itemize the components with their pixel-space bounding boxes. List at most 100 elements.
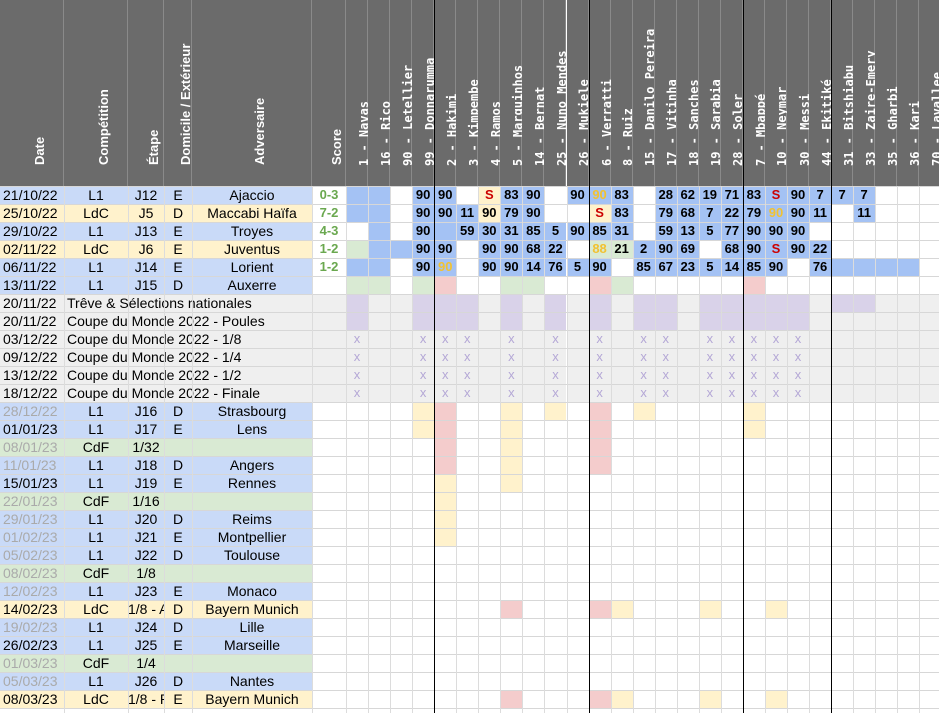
player-cell[interactable] (787, 546, 809, 564)
row-score[interactable] (312, 474, 346, 492)
player-cell[interactable] (610, 330, 633, 348)
player-cell[interactable] (346, 564, 368, 582)
player-header[interactable]: 7 - Mbappé (742, 0, 768, 186)
row-score[interactable]: 0-3 (312, 186, 346, 204)
player-cell[interactable] (610, 384, 633, 402)
player-cell[interactable] (500, 636, 522, 654)
player-cell[interactable] (522, 654, 544, 672)
player-cell[interactable] (743, 510, 765, 528)
player-cell[interactable]: 90 (566, 186, 589, 204)
player-cell[interactable]: x (742, 348, 765, 366)
player-cell[interactable] (897, 528, 919, 546)
row-adversaire[interactable]: Nantes (192, 672, 312, 690)
row-date[interactable]: 14/02/23 (0, 600, 64, 618)
player-cell[interactable]: x (434, 330, 457, 348)
player-cell[interactable] (434, 474, 457, 492)
player-cell[interactable] (809, 222, 831, 240)
row-score[interactable] (312, 492, 346, 510)
row-score[interactable]: 1-2 (312, 258, 346, 276)
row-date[interactable]: 18/12/22 (0, 384, 64, 402)
player-cell[interactable] (677, 546, 699, 564)
player-cell[interactable] (919, 222, 939, 240)
player-cell[interactable] (875, 510, 897, 528)
player-cell[interactable]: x (588, 330, 611, 348)
player-cell[interactable] (566, 312, 589, 330)
player-cell[interactable] (655, 492, 677, 510)
row-score[interactable]: 7-2 (312, 204, 346, 222)
player-cell[interactable] (677, 474, 699, 492)
player-cell[interactable]: 90 (764, 222, 787, 240)
player-cell[interactable] (853, 618, 875, 636)
player-cell[interactable] (567, 240, 589, 258)
player-cell[interactable] (544, 492, 566, 510)
player-cell[interactable]: x (742, 366, 765, 384)
player-cell[interactable] (434, 600, 456, 618)
player-cell[interactable] (633, 636, 655, 654)
player-cell[interactable] (588, 402, 611, 420)
player-cell[interactable] (368, 690, 390, 708)
player-cell[interactable]: x (346, 330, 369, 348)
player-cell[interactable] (390, 528, 412, 546)
player-cell[interactable] (809, 276, 831, 294)
player-cell[interactable]: x (544, 348, 567, 366)
player-cell[interactable] (544, 186, 566, 204)
player-cell[interactable] (567, 636, 589, 654)
player-cell[interactable] (765, 420, 787, 438)
player-cell[interactable] (787, 672, 809, 690)
player-cell[interactable] (522, 294, 545, 312)
player-cell[interactable]: 68 (522, 240, 545, 258)
player-cell[interactable] (478, 330, 501, 348)
player-cell[interactable]: x (456, 330, 479, 348)
player-cell[interactable] (743, 474, 765, 492)
row-competition[interactable]: L1 (64, 582, 128, 600)
row-date[interactable]: 01/03/23 (0, 654, 64, 672)
player-cell[interactable]: x (764, 348, 787, 366)
player-cell[interactable] (611, 402, 633, 420)
player-cell[interactable]: x (787, 348, 810, 366)
player-cell[interactable] (522, 672, 544, 690)
player-header[interactable]: 33 - Zaire-Emery (853, 0, 878, 186)
player-cell[interactable] (655, 438, 677, 456)
player-cell[interactable]: 22 (544, 240, 567, 258)
player-cell[interactable] (633, 420, 655, 438)
player-cell[interactable] (897, 204, 919, 222)
player-header[interactable]: 35 - Gharbi (875, 0, 900, 186)
player-cell[interactable] (809, 564, 831, 582)
row-adversaire[interactable]: Juventus (192, 240, 312, 258)
row-date[interactable]: 29/10/22 (0, 222, 64, 240)
player-cell[interactable] (655, 564, 677, 582)
player-cell[interactable] (522, 456, 544, 474)
player-cell[interactable] (721, 420, 743, 438)
player-cell[interactable]: 76 (544, 258, 567, 276)
row-competition[interactable]: L1 (64, 528, 128, 546)
player-cell[interactable] (875, 384, 898, 402)
player-cell[interactable] (478, 600, 500, 618)
player-cell[interactable] (765, 546, 787, 564)
player-cell[interactable]: 83 (610, 186, 633, 204)
player-cell[interactable] (655, 654, 677, 672)
player-cell[interactable] (368, 186, 391, 204)
player-cell[interactable] (809, 600, 831, 618)
row-adversaire[interactable] (192, 492, 312, 510)
player-cell[interactable] (831, 492, 853, 510)
player-cell[interactable] (853, 402, 875, 420)
player-cell[interactable]: 11 (809, 204, 832, 222)
player-cell[interactable] (919, 204, 939, 222)
player-cell[interactable] (633, 222, 655, 240)
player-cell[interactable] (743, 546, 765, 564)
player-cell[interactable] (677, 402, 699, 420)
player-cell[interactable] (456, 654, 478, 672)
player-cell[interactable]: 90 (434, 204, 457, 222)
player-cell[interactable] (412, 618, 434, 636)
player-cell[interactable] (478, 420, 500, 438)
player-cell[interactable] (611, 456, 633, 474)
player-cell[interactable]: 5 (698, 258, 721, 276)
player-cell[interactable] (765, 276, 787, 294)
player-cell[interactable]: x (654, 348, 677, 366)
player-cell[interactable]: 79 (500, 204, 523, 222)
row-score[interactable] (312, 690, 346, 708)
player-cell[interactable] (919, 402, 939, 420)
player-cell[interactable] (500, 312, 523, 330)
player-cell[interactable] (853, 582, 875, 600)
player-cell[interactable] (831, 690, 853, 708)
